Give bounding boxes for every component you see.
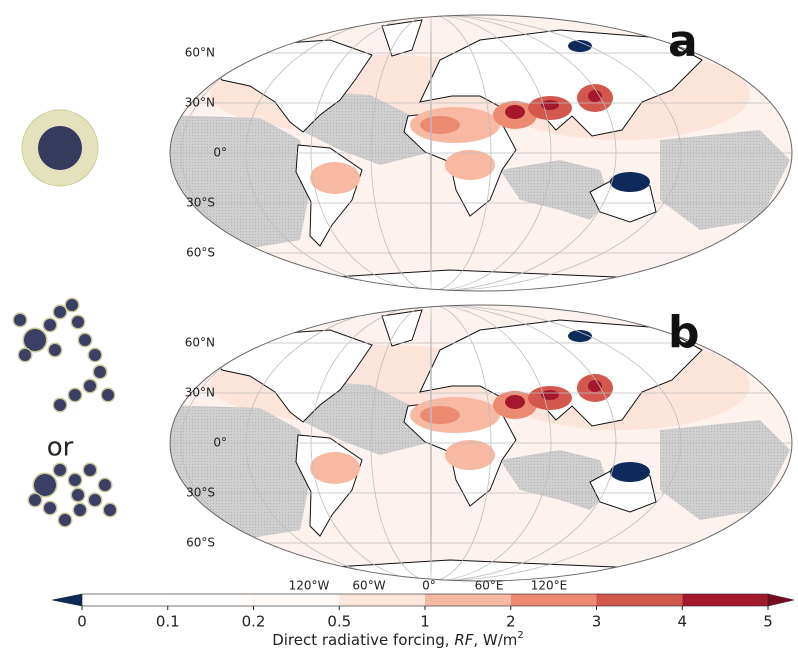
panel-label: a [668, 16, 698, 67]
panel-label: b [668, 307, 700, 358]
colorbar-segment [253, 594, 340, 606]
aggregate-particle [12, 297, 118, 528]
colorbar-tick-label: 1 [420, 613, 430, 631]
lat-label: 30°N [185, 96, 215, 110]
colorbar-label: Direct radiative forcing, RF, W/m2 [272, 630, 524, 649]
lat-label: 30°S [186, 196, 215, 210]
colorbar-tick-label: 0.5 [327, 613, 351, 631]
lat-label: 30°S [186, 486, 215, 500]
colorbar-segment [167, 594, 254, 606]
colorbar-over [767, 593, 795, 607]
colorbar-segment [510, 594, 597, 606]
lat-label: 60°N [185, 336, 215, 350]
lat-label: 30°N [185, 386, 215, 400]
colorbar-tick-label: 0.1 [156, 613, 180, 631]
map-panel-a [165, 15, 792, 300]
colorbar-tick-label: 0.2 [242, 613, 266, 631]
lon-label: 60°E [475, 579, 504, 593]
lon-label: 120°W [289, 579, 330, 593]
colorbar-tick-label: 0 [77, 613, 87, 631]
lat-label: 0° [213, 436, 227, 450]
colorbar-segment [682, 594, 768, 606]
lat-label: 60°S [186, 536, 215, 550]
lat-label: 0° [213, 146, 227, 160]
colorbar-tick-label: 4 [677, 613, 687, 631]
colorbar-tick-label: 5 [763, 613, 773, 631]
colorbar-tick-label: 2 [506, 613, 516, 631]
colorbar-segment [596, 594, 683, 606]
spherical-particle [21, 109, 99, 187]
lon-label: 60°W [352, 579, 385, 593]
colorbar-segment [82, 594, 168, 606]
inset-caption: or [47, 433, 74, 463]
lon-label: 120°E [531, 579, 568, 593]
colorbar-segment [425, 594, 511, 606]
colorbar-tick-label: 3 [592, 613, 602, 631]
lon-label: 0° [422, 579, 436, 593]
lat-label: 60°S [186, 246, 215, 260]
colorbar-under [51, 593, 83, 607]
colorbar-segment [339, 594, 425, 606]
lat-label: 60°N [185, 46, 215, 60]
